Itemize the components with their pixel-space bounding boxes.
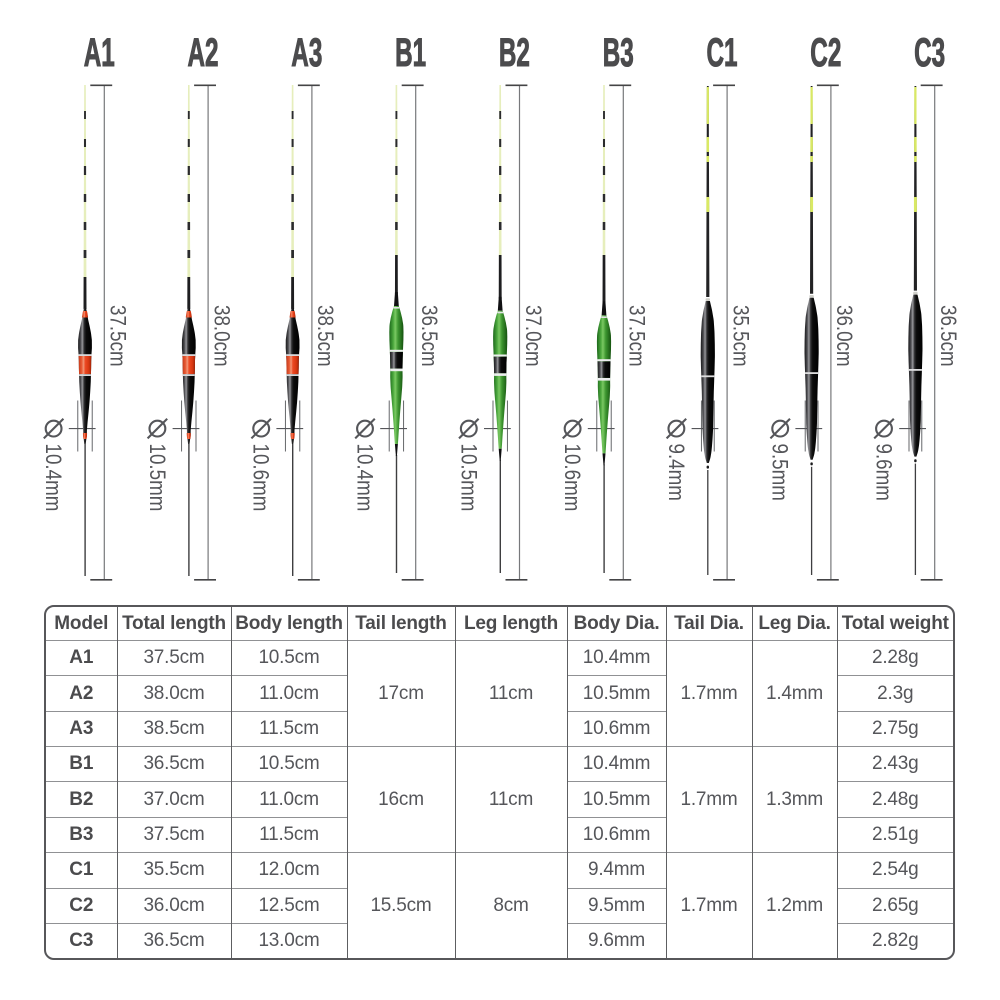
svg-text:37.5cm: 37.5cm [105,305,130,367]
svg-text:10.6mm: 10.6mm [248,444,273,512]
svg-text:10.4mm: 10.4mm [352,444,377,512]
svg-text:38.0cm: 38.0cm [209,305,234,367]
svg-text:10.4mm: 10.4mm [41,444,66,512]
svg-text:36.5cm: 36.5cm [936,305,961,367]
svg-text:C1: C1 [707,31,738,76]
svg-text:A1: A1 [84,31,115,76]
svg-text:9.4mm: 9.4mm [664,444,689,501]
svg-text:35.5cm: 35.5cm [728,305,753,367]
svg-text:36.0cm: 36.0cm [832,305,857,367]
svg-text:A3: A3 [291,31,322,76]
svg-text:36.5cm: 36.5cm [417,305,442,367]
svg-text:38.5cm: 38.5cm [313,305,338,367]
svg-text:9.6mm: 9.6mm [871,444,896,501]
svg-text:B3: B3 [603,31,634,76]
svg-text:37.5cm: 37.5cm [624,305,649,367]
svg-text:10.5mm: 10.5mm [145,444,170,512]
svg-text:A2: A2 [188,31,219,76]
svg-text:37.0cm: 37.0cm [520,305,545,367]
svg-text:9.5mm: 9.5mm [767,444,792,501]
svg-text:C2: C2 [810,31,841,76]
svg-text:B2: B2 [499,31,530,76]
svg-text:10.5mm: 10.5mm [456,444,481,512]
svg-text:10.6mm: 10.6mm [560,444,585,512]
svg-text:C3: C3 [914,31,945,76]
svg-text:B1: B1 [395,31,426,76]
